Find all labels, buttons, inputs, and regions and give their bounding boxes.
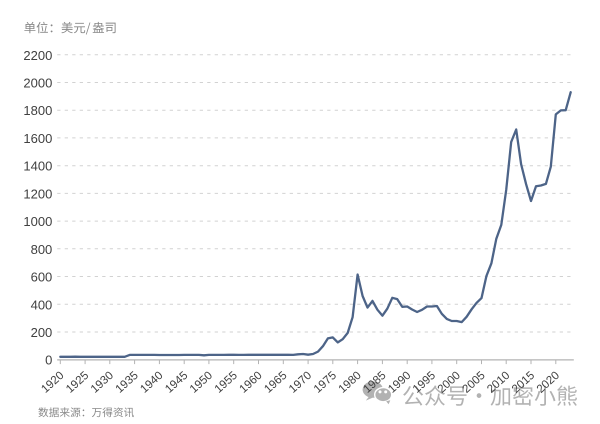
svg-text:600: 600 <box>31 270 53 285</box>
svg-text:400: 400 <box>31 297 53 312</box>
svg-text:1200: 1200 <box>23 186 52 201</box>
svg-text:800: 800 <box>31 242 53 257</box>
svg-text:2200: 2200 <box>23 48 52 63</box>
svg-text:1000: 1000 <box>23 214 52 229</box>
svg-text:0: 0 <box>45 353 52 368</box>
svg-text:1400: 1400 <box>23 159 52 174</box>
svg-text:2000: 2000 <box>23 76 52 91</box>
svg-text:1600: 1600 <box>23 131 52 146</box>
svg-text:200: 200 <box>31 325 53 340</box>
svg-text:1800: 1800 <box>23 103 52 118</box>
